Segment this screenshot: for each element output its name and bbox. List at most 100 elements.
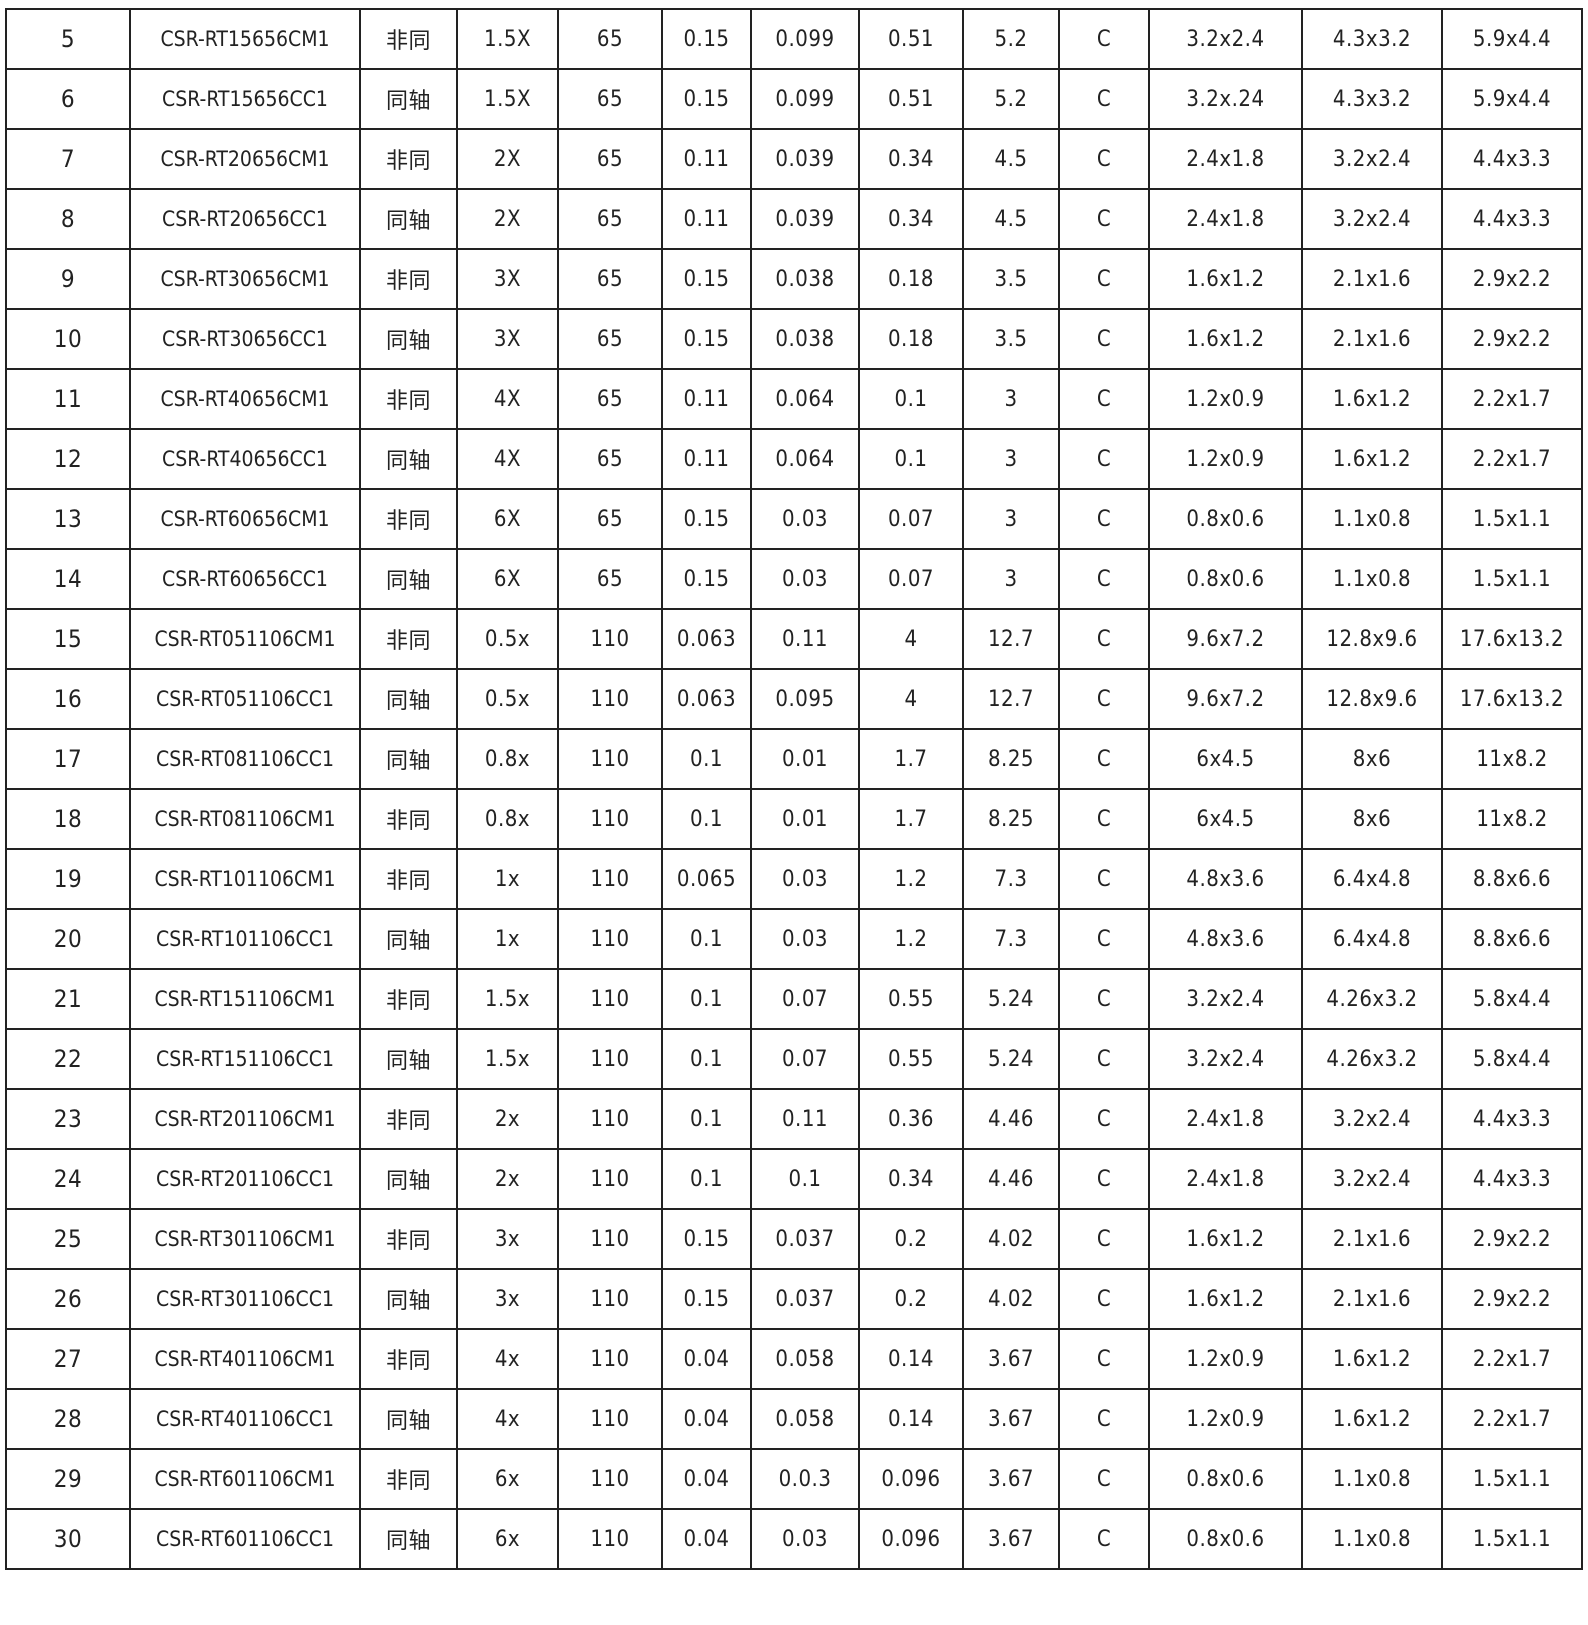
cell-size-3: 2.9x2.2: [1441, 248, 1583, 310]
table-row: 21 CSR-RT151106CM1 非同 1.5x 110 0.1 0.07 0.55 5.2…: [5, 968, 1583, 1030]
cell-size-1: 2.4x1.8: [1148, 188, 1303, 250]
cell-value-d: 3.67: [962, 1508, 1060, 1570]
cell-model: CSR-RT40656CC1: [129, 428, 361, 490]
cell-magnification: 3X: [456, 248, 559, 310]
cell-value-c: 0.1: [858, 428, 964, 490]
cell-value-c: 0.14: [858, 1388, 964, 1450]
cell-row-number: 24: [5, 1148, 131, 1210]
cell-size-3: 11x8.2: [1441, 788, 1583, 850]
cell-size-3: 5.9x4.4: [1441, 68, 1583, 130]
cell-row-number: 5: [5, 8, 131, 70]
cell-row-number: 26: [5, 1268, 131, 1330]
cell-value-a: 0.1: [661, 1148, 752, 1210]
cell-magnification: 3X: [456, 308, 559, 370]
cell-size-2: 3.2x2.4: [1301, 188, 1443, 250]
cell-size-1: 2.4x1.8: [1148, 128, 1303, 190]
cell-value-d: 4.5: [962, 188, 1060, 250]
cell-row-number: 10: [5, 308, 131, 370]
cell-type: 非同: [359, 1448, 458, 1510]
cell-row-number: 30: [5, 1508, 131, 1570]
table-row: 6 CSR-RT15656CC1 同轴 1.5X 65 0.15 0.099 0.51 5.2 C…: [5, 68, 1583, 130]
cell-value-a: 0.04: [661, 1388, 752, 1450]
cell-value-d: 7.3: [962, 848, 1060, 910]
cell-model: CSR-RT30656CC1: [129, 308, 361, 370]
cell-type: 同轴: [359, 548, 458, 610]
cell-mount: C: [1058, 608, 1150, 670]
cell-size-2: 8x6: [1301, 788, 1443, 850]
cell-model: CSR-RT30656CM1: [129, 248, 361, 310]
cell-size-1: 1.6x1.2: [1148, 1268, 1303, 1330]
table-row: 8 CSR-RT20656CC1 同轴 2X 65 0.11 0.039 0.34 4.5 C 2.…: [5, 188, 1583, 250]
cell-value-a: 0.1: [661, 1028, 752, 1090]
cell-magnification: 0.8x: [456, 788, 559, 850]
cell-value-b: 0.07: [750, 968, 860, 1030]
cell-mount: C: [1058, 548, 1150, 610]
cell-value-b: 0.03: [750, 908, 860, 970]
table-row: 24 CSR-RT201106CC1 同轴 2x 110 0.1 0.1 0.34 4.46 C 2…: [5, 1148, 1583, 1210]
cell-value-a: 0.065: [661, 848, 752, 910]
cell-row-number: 23: [5, 1088, 131, 1150]
cell-size-2: 2.1x1.6: [1301, 308, 1443, 370]
table-row: 7 CSR-RT20656CM1 非同 2X 65 0.11 0.039 0.34 4.5 C 2.…: [5, 128, 1583, 190]
cell-row-number: 12: [5, 428, 131, 490]
cell-size-1: 4.8x3.6: [1148, 908, 1303, 970]
cell-value-b: 0.01: [750, 728, 860, 790]
cell-value-d: 12.7: [962, 668, 1060, 730]
cell-value-b: 0.039: [750, 188, 860, 250]
cell-type: 非同: [359, 248, 458, 310]
cell-field: 110: [557, 1208, 663, 1270]
cell-mount: C: [1058, 668, 1150, 730]
table-row: 10 CSR-RT30656CC1 同轴 3X 65 0.15 0.038 0.18 3.5 C 1…: [5, 308, 1583, 370]
cell-size-2: 1.6x1.2: [1301, 428, 1443, 490]
table-row: 15 CSR-RT051106CM1 非同 0.5x 110 0.063 0.11 4 12.7…: [5, 608, 1583, 670]
cell-size-2: 1.1x0.8: [1301, 1448, 1443, 1510]
cell-value-c: 0.096: [858, 1448, 964, 1510]
cell-size-1: 1.6x1.2: [1148, 248, 1303, 310]
cell-field: 65: [557, 188, 663, 250]
cell-value-d: 4.02: [962, 1268, 1060, 1330]
cell-value-d: 5.2: [962, 68, 1060, 130]
table-row: 20 CSR-RT101106CC1 同轴 1x 110 0.1 0.03 1.2 7.3 C 4.…: [5, 908, 1583, 970]
cell-value-b: 0.064: [750, 428, 860, 490]
cell-value-d: 8.25: [962, 788, 1060, 850]
cell-value-b: 0.039: [750, 128, 860, 190]
cell-size-1: 3.2x2.4: [1148, 1028, 1303, 1090]
cell-size-2: 3.2x2.4: [1301, 128, 1443, 190]
table-row: 17 CSR-RT081106CC1 同轴 0.8x 110 0.1 0.01 1.7 8.25…: [5, 728, 1583, 790]
cell-field: 65: [557, 248, 663, 310]
cell-value-c: 4: [858, 608, 964, 670]
table-row: 28 CSR-RT401106CC1 同轴 4x 110 0.04 0.058 0.14 3.6…: [5, 1388, 1583, 1450]
cell-size-3: 4.4x3.3: [1441, 1148, 1583, 1210]
cell-size-1: 1.2x0.9: [1148, 1388, 1303, 1450]
cell-magnification: 4x: [456, 1388, 559, 1450]
cell-value-a: 0.1: [661, 1088, 752, 1150]
cell-type: 同轴: [359, 668, 458, 730]
cell-magnification: 3x: [456, 1208, 559, 1270]
cell-value-c: 0.14: [858, 1328, 964, 1390]
cell-value-d: 4.02: [962, 1208, 1060, 1270]
cell-value-a: 0.04: [661, 1448, 752, 1510]
cell-model: CSR-RT15656CC1: [129, 68, 361, 130]
cell-mount: C: [1058, 188, 1150, 250]
cell-size-3: 5.9x4.4: [1441, 8, 1583, 70]
cell-value-b: 0.03: [750, 1508, 860, 1570]
cell-size-3: 4.4x3.3: [1441, 128, 1583, 190]
cell-field: 65: [557, 368, 663, 430]
cell-value-b: 0.064: [750, 368, 860, 430]
cell-size-1: 2.4x1.8: [1148, 1148, 1303, 1210]
cell-row-number: 27: [5, 1328, 131, 1390]
cell-value-b: 0.03: [750, 548, 860, 610]
cell-row-number: 11: [5, 368, 131, 430]
cell-mount: C: [1058, 128, 1150, 190]
cell-size-1: 0.8x0.6: [1148, 1508, 1303, 1570]
cell-size-1: 1.2x0.9: [1148, 428, 1303, 490]
cell-magnification: 1.5x: [456, 1028, 559, 1090]
cell-row-number: 29: [5, 1448, 131, 1510]
cell-value-d: 5.24: [962, 1028, 1060, 1090]
cell-value-a: 0.1: [661, 908, 752, 970]
cell-size-2: 12.8x9.6: [1301, 668, 1443, 730]
cell-mount: C: [1058, 728, 1150, 790]
cell-value-b: 0.03: [750, 848, 860, 910]
cell-type: 同轴: [359, 428, 458, 490]
cell-value-b: 0.1: [750, 1148, 860, 1210]
